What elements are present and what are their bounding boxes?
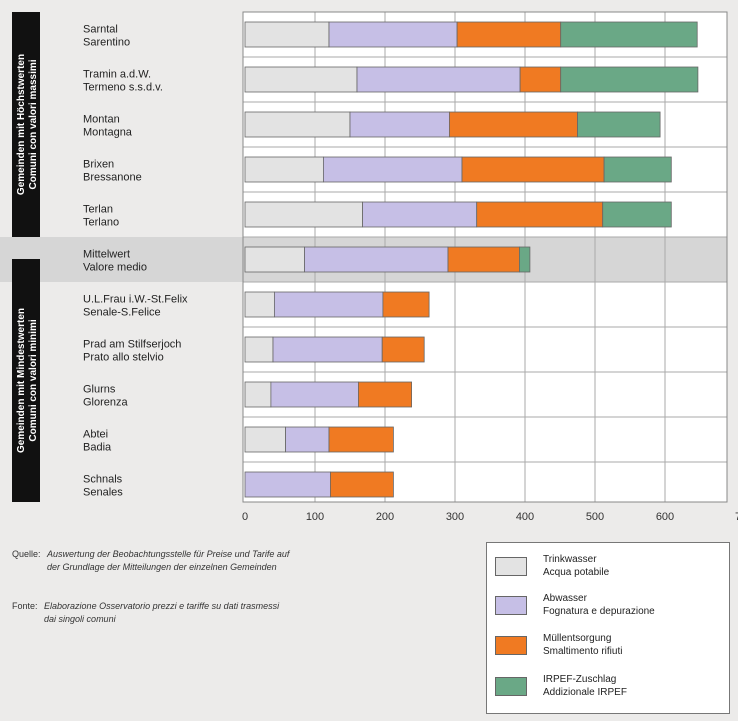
category-label-10: Schnals Senales: [83, 474, 123, 499]
bar-segment-3-0: [244, 156, 324, 183]
legend-label-2: Müllentsorgung Smaltimento rifiuti: [543, 633, 623, 657]
legend-swatch-1: [495, 595, 527, 615]
source-note-de: Quelle: Auswertung der Beobachtungsstell…: [12, 548, 472, 574]
legend-item-3: IRPEF-Zuschlag Addizionale IRPEF: [495, 673, 627, 699]
bar-segment-0-0: [244, 21, 330, 48]
bar-segment-3-2: [461, 156, 605, 183]
source-label-de: Quelle:: [12, 549, 41, 559]
bar-segment-3-1: [322, 156, 463, 183]
category-label-3: Brixen Bressanone: [83, 159, 142, 184]
bar-segment-6-2: [382, 291, 430, 318]
legend: Trinkwasser Acqua potabile Abwasser Fogna…: [486, 542, 730, 714]
bar-segment-5-1: [304, 246, 449, 273]
bar-segment-5-0: [244, 246, 305, 273]
plot-border: [242, 11, 728, 503]
x-tick-label-100: 100: [306, 511, 324, 523]
x-tick-label-500: 500: [586, 511, 604, 523]
legend-label-3: IRPEF-Zuschlag Addizionale IRPEF: [543, 674, 627, 698]
x-tick-label-0: 0: [242, 511, 248, 523]
bar-segment-0-3: [560, 21, 698, 48]
bar-segment-2-3: [577, 111, 661, 138]
bar-segment-6-1: [273, 291, 384, 318]
source-text-it: Elaborazione Osservatorio prezzi e tarif…: [44, 601, 280, 624]
group-label-box-1: [12, 259, 40, 502]
category-label-1: Tramin a.d.W. Termeno s.s.d.v.: [83, 69, 163, 94]
legend-label-0: Trinkwasser Acqua potabile: [543, 554, 610, 578]
category-label-6: U.L.Frau i.W.-St.Felix Senale-S.Felice: [83, 294, 188, 319]
bar-segment-7-1: [272, 336, 383, 363]
legend-swatch-0: [495, 556, 527, 576]
bar-segment-1-1: [356, 66, 521, 93]
bar-segment-8-1: [270, 381, 359, 408]
legend-item-1: Abwasser Fognatura e depurazione: [495, 592, 655, 618]
stacked-bar-chart: Sarntal Sarentino Tramin a.d.W. Termeno s.s…: [0, 11, 738, 523]
bar-segment-4-0: [244, 201, 363, 228]
bar-segment-2-2: [448, 111, 578, 138]
bar-segment-5-2: [447, 246, 520, 273]
group-label-box-0: [12, 12, 40, 237]
bar-segment-4-1: [362, 201, 478, 228]
legend-swatch-2: [495, 635, 527, 655]
category-label-0: Sarntal Sarentino: [83, 24, 130, 49]
x-tick-label-700: 700: [735, 511, 738, 523]
group-label-0: Gemeinden mit HöchstwertenComuni con val…: [16, 54, 39, 195]
bar-segment-10-1: [244, 471, 331, 498]
bar-segment-2-0: [244, 111, 351, 138]
bar-segment-1-0: [244, 66, 358, 93]
source-note-it: Fonte: Elaborazione Osservatorio prezzi …: [12, 600, 472, 626]
bar-segment-9-0: [244, 426, 286, 453]
bar-segment-8-2: [357, 381, 412, 408]
bar-segment-0-2: [456, 21, 562, 48]
x-tick-label-400: 400: [516, 511, 534, 523]
category-label-8: Glurns Glorenza: [83, 384, 129, 409]
x-tick-label-600: 600: [656, 511, 674, 523]
legend-item-2: Müllentsorgung Smaltimento rifiuti: [495, 632, 622, 658]
bar-segment-4-3: [602, 201, 672, 228]
legend-swatch-3: [495, 676, 527, 696]
category-label-2: Montan Montagna: [83, 114, 133, 139]
bar-segment-6-0: [244, 291, 275, 318]
bar-segment-4-2: [476, 201, 604, 228]
x-tick-label-300: 300: [446, 511, 464, 523]
bar-segment-5-3: [519, 246, 531, 273]
bar-segment-3-3: [603, 156, 672, 183]
category-label-5: Mittelwert Valore medio: [83, 249, 147, 274]
source-label-it: Fonte:: [12, 601, 38, 611]
x-tick-label-200: 200: [376, 511, 394, 523]
bar-segment-1-2: [519, 66, 562, 93]
bar-segment-1-3: [560, 66, 699, 93]
source-text-de: Auswertung der Beobachtungsstelle für Pr…: [47, 549, 290, 572]
bar-segment-0-1: [328, 21, 458, 48]
bar-segment-9-1: [285, 426, 330, 453]
category-label-9: Abtei Badia: [83, 429, 112, 454]
bar-segment-8-0: [244, 381, 272, 408]
category-label-4: Terlan Terlano: [83, 204, 119, 229]
bar-segment-2-1: [349, 111, 450, 138]
bar-segment-9-2: [328, 426, 394, 453]
bar-segment-10-2: [329, 471, 394, 498]
legend-label-1: Abwasser Fognatura e depurazione: [543, 593, 655, 617]
bar-segment-7-2: [381, 336, 425, 363]
legend-item-0: Trinkwasser Acqua potabile: [495, 553, 609, 579]
bar-segment-7-0: [244, 336, 274, 363]
category-label-7: Prad am Stilfserjoch Prato allo stelvio: [83, 339, 181, 364]
group-label-1: Gemeinden mit MindestwertenComuni con va…: [16, 308, 39, 453]
